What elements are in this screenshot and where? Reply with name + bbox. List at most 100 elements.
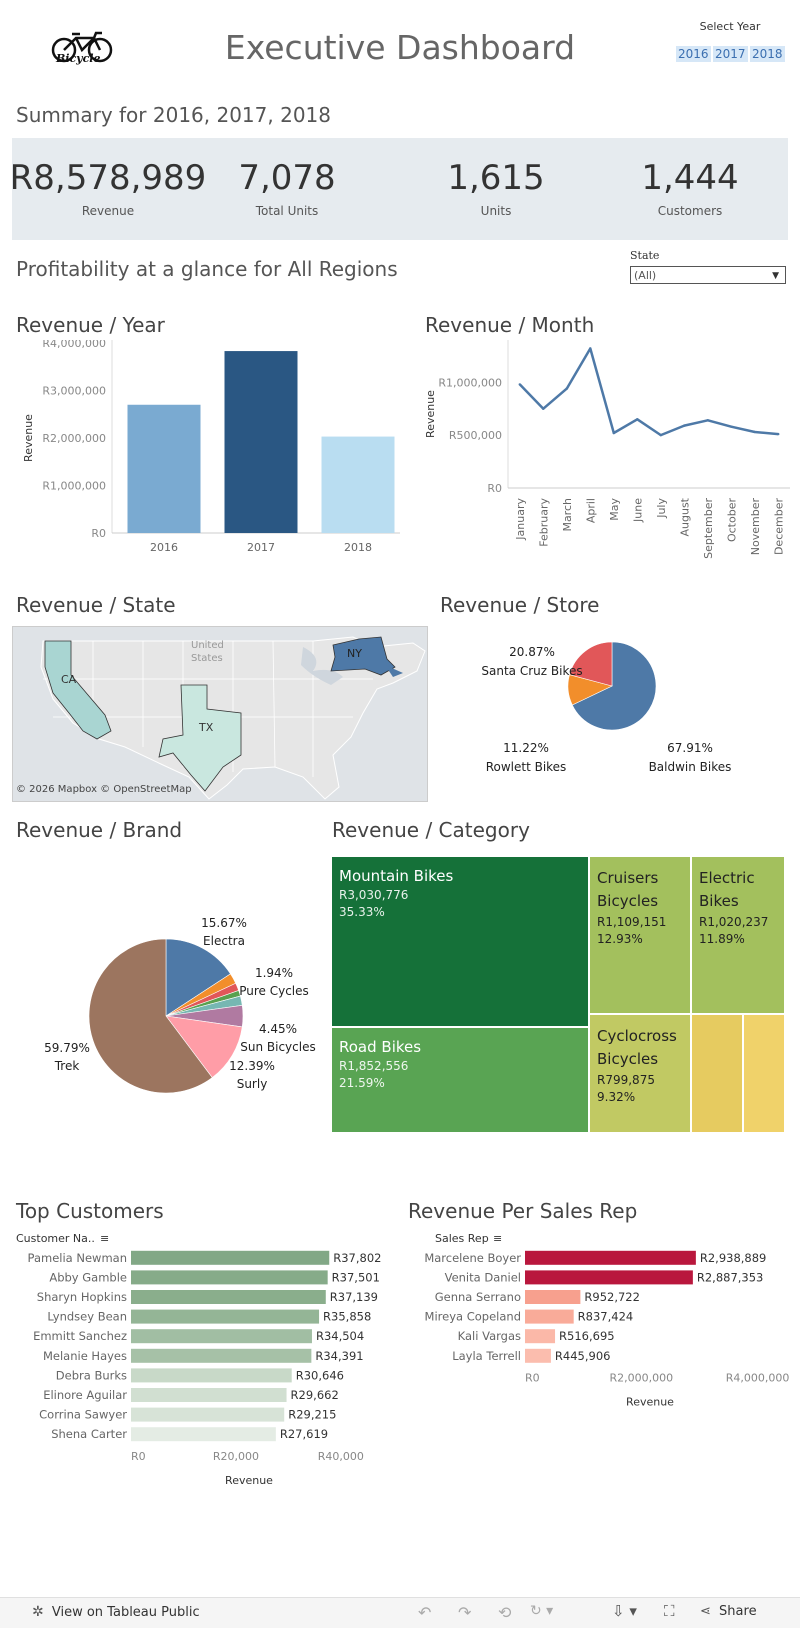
point-July (659, 433, 662, 437)
bar-layla-terrell (525, 1348, 551, 1363)
x-tick-label: October (725, 498, 738, 542)
bar-2016 (127, 404, 201, 533)
bar-value-label: R952,722 (584, 1290, 640, 1304)
download-icon[interactable]: ⇩ ▾ (612, 1602, 637, 1620)
pie-name-label: Electra (203, 934, 245, 948)
share-button[interactable]: ⋖ Share (700, 1604, 757, 1619)
brand-slice-surly (165, 1015, 243, 1079)
year-filter-2016[interactable]: 2016 (676, 46, 711, 62)
x-tick-label: March (561, 498, 574, 532)
summary-title: Summary for 2016, 2017, 2018 (16, 103, 331, 127)
x-tick-label: 2016 (150, 541, 178, 554)
treemap-value: R1,109,151 (597, 915, 667, 929)
state-filter-dropdown[interactable]: (All) ▼ (630, 266, 786, 284)
y-axis-title: Revenue (424, 390, 437, 438)
kpi-total-units-value: 7,078 (238, 158, 336, 198)
x-axis-title: Revenue (225, 1474, 273, 1487)
fullscreen-icon[interactable]: ⛶ (664, 1602, 675, 1620)
state-map[interactable]: CA TX NY United States © 2026 Mapbox © O… (12, 626, 428, 802)
pie-pct-label: 20.87% (509, 645, 555, 659)
row-label: Mireya Copeland (425, 1310, 521, 1324)
state-ca-shape (44, 640, 112, 740)
x-tick-label: September (702, 498, 715, 559)
x-tick-label: December (772, 498, 785, 556)
dimension-header: Sales Rep (435, 1232, 489, 1245)
bar-melanie-hayes (131, 1348, 312, 1363)
view-on-tableau-label: View on Tableau Public (51, 1605, 200, 1620)
share-icon: ⋖ (700, 1604, 711, 1619)
row-label: Corrina Sawyer (39, 1408, 127, 1422)
bar-value-label: R30,646 (296, 1368, 344, 1382)
sales-rep-chart: Sales Rep ≡ Marcelene Boyer R2,938,889 Venit… (424, 1232, 789, 1409)
kpi-revenue-label: Revenue (81, 204, 135, 218)
row-label: Marcelene Boyer (424, 1251, 521, 1265)
year-filter-2018[interactable]: 2018 (750, 46, 785, 62)
y-tick-label: R4,000,000 (42, 340, 106, 350)
row-label: Abby Gamble (49, 1270, 127, 1284)
treemap-cell-road-bikes[interactable]: Road Bikes R1,852,556 21.59% (332, 1028, 588, 1132)
redo-icon[interactable]: ↷ (458, 1603, 472, 1622)
bar-value-label: R445,906 (555, 1349, 611, 1363)
bar-corrina-sawyer (131, 1407, 285, 1422)
bar-debra-burks (131, 1368, 292, 1383)
x-tick-label: January (514, 498, 527, 541)
bar-value-label: R29,215 (288, 1408, 336, 1422)
x-tick-label: April (584, 498, 597, 523)
treemap-value: R3,030,776 (339, 888, 409, 902)
treemap-label: Mountain Bikes (339, 867, 454, 885)
state-filter-label: State (630, 249, 660, 262)
point-December (777, 432, 780, 436)
revenue-store-chart: 67.91% Baldwin Bikes 11.22% Rowlett Bikes 20… (481, 641, 732, 774)
row-label: Sharyn Hopkins (37, 1290, 127, 1304)
x-tick-label: August (678, 497, 691, 536)
kpi-revenue-value: R8,578,989 (9, 158, 207, 198)
dimension-header: Customer Na.. (16, 1232, 95, 1245)
point-October (730, 425, 733, 428)
row-label: Lyndsey Bean (47, 1310, 127, 1324)
bar-value-label: R37,501 (332, 1270, 380, 1284)
brand-slice-electra (165, 938, 231, 1017)
row-label: Melanie Hayes (43, 1349, 127, 1363)
row-label: Debra Burks (56, 1368, 127, 1382)
treemap-label: Road Bikes (339, 1038, 422, 1056)
revenue-state-title: Revenue / State (16, 593, 176, 617)
pie-pct-label: 4.45% (259, 1022, 297, 1036)
treemap-cell-other-2[interactable] (744, 1015, 784, 1132)
store-slice-baldwin-bikes (571, 641, 657, 731)
bar-value-label: R27,619 (280, 1427, 328, 1441)
bar-genna-serrano (525, 1290, 581, 1304)
pie-pct-label: 59.79% (44, 1041, 90, 1055)
point-January (518, 383, 521, 386)
refresh-icon[interactable]: ↻ ▾ (530, 1603, 554, 1619)
bar-pamelia-newman (131, 1250, 330, 1265)
treemap-pct: 21.59% (339, 1076, 385, 1090)
treemap-cell-mountain-bikes[interactable]: Mountain Bikes R3,030,776 35.33% (332, 857, 588, 1026)
treemap-cell-cruisers-bicycles[interactable]: Cruisers Bicycles R1,109,151 12.93% (590, 857, 690, 1013)
revenue-month-title: Revenue / Month (425, 313, 595, 337)
revert-icon[interactable]: ⟲ (498, 1603, 512, 1622)
treemap-pct: 12.93% (597, 932, 643, 946)
bar-value-label: R37,139 (330, 1290, 378, 1304)
treemap-cell-cyclocross-bicycles[interactable]: Cyclocross Bicycles R799,875 9.32% (590, 1015, 690, 1132)
point-November (753, 430, 756, 434)
pie-name-label: Sun Bicycles (240, 1040, 315, 1054)
row-label: Venita Daniel (445, 1270, 521, 1284)
treemap-cell-electric-bikes[interactable]: Electric Bikes R1,020,237 11.89% (692, 857, 784, 1013)
store-slice-santa-cruz-bikes (569, 641, 613, 687)
treemap-cell-other-1[interactable] (692, 1015, 742, 1132)
view-on-tableau-link[interactable]: ✲ View on Tableau Public (32, 1604, 200, 1620)
revenue-brand-chart: 15.67% Electra 1.94% Pure Cycles 4.45% Sun Bi… (44, 916, 316, 1094)
row-label: Elinore Aguilar (43, 1388, 127, 1402)
year-filter-2017[interactable]: 2017 (713, 46, 748, 62)
treemap-label: Cyclocross Bicycles (597, 1027, 677, 1068)
pie-name-label: Baldwin Bikes (649, 760, 732, 774)
bar-value-label: R837,424 (578, 1310, 634, 1324)
point-April (589, 347, 592, 350)
sales-rep-title: Revenue Per Sales Rep (408, 1199, 638, 1223)
y-tick-label: R0 (487, 482, 502, 495)
bar-lyndsey-bean (131, 1309, 320, 1324)
pie-pct-label: 11.22% (503, 741, 549, 755)
revenue-year-title: Revenue / Year (16, 313, 165, 337)
undo-icon[interactable]: ↶ (418, 1603, 432, 1622)
